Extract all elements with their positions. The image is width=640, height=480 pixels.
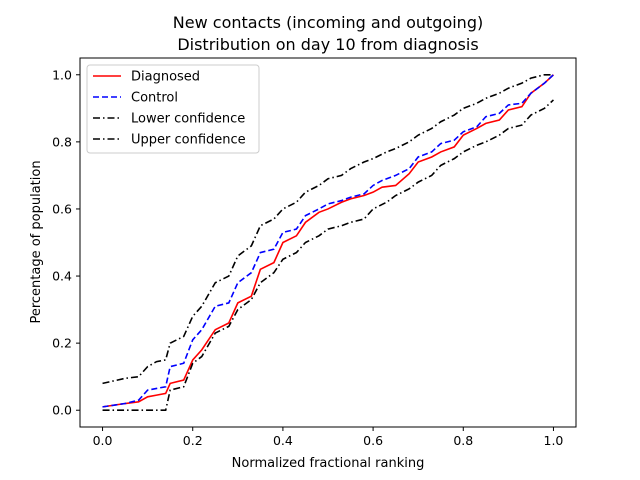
y-tick-label: 0.0	[52, 403, 72, 418]
x-tick-label: 0.2	[183, 433, 203, 448]
x-tick-label: 0.6	[363, 433, 383, 448]
series-line-diagnosed	[102, 74, 554, 408]
legend-label: Upper confidence	[131, 133, 246, 148]
x-tick-label: 0.0	[93, 433, 113, 448]
series-lines	[102, 73, 554, 412]
x-tick-label: 0.8	[453, 433, 473, 448]
y-tick-label: 0.4	[52, 269, 72, 284]
legend: Diagnosed Control Lower confidence Upper co…	[86, 64, 260, 154]
y-tick-label: 0.2	[52, 336, 72, 351]
series-line-upper-confidence	[102, 73, 554, 385]
legend-label: Lower confidence	[131, 112, 245, 127]
x-axis-label: Normalized fractional ranking	[232, 456, 425, 471]
legend-box	[86, 64, 260, 154]
x-tick-label: 0.4	[273, 433, 293, 448]
y-tick-label: 1.0	[52, 67, 72, 82]
axis-ticks: 0.0 0.2 0.4 0.6 0.8 1.0 0.0 0.2 0.4 0.6 0.8 1.0	[52, 67, 563, 448]
chart-title: New contacts (incoming and outgoing)	[173, 13, 483, 32]
plot-frame	[79, 57, 577, 428]
legend-label: Control	[131, 91, 178, 106]
y-axis-label: Percentage of population	[29, 160, 44, 323]
y-tick-label: 0.6	[52, 201, 72, 216]
chart-subtitle: Distribution on day 10 from diagnosis	[177, 35, 478, 54]
legend-label: Diagnosed	[131, 70, 200, 85]
series-line-lower-confidence	[102, 99, 554, 412]
x-tick-label: 1.0	[544, 433, 564, 448]
y-tick-label: 0.8	[52, 134, 72, 149]
series-line-control	[102, 74, 554, 408]
